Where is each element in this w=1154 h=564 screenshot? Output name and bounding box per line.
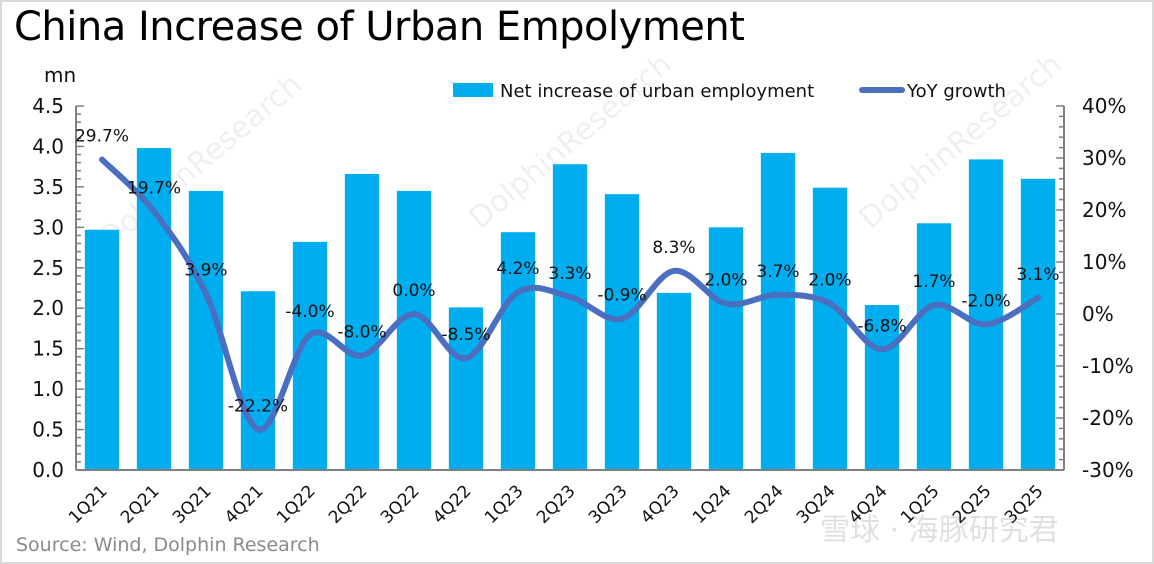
- x-tick-label: 4Q22: [429, 481, 476, 528]
- x-tick-label: 2Q23: [533, 481, 580, 528]
- bar-4Q21: [240, 291, 276, 470]
- x-tick-label: 2Q24: [741, 481, 788, 528]
- corner-watermark: 雪球 · 海豚研究君: [820, 513, 1059, 548]
- yoy-growth-line: [99, 156, 1041, 433]
- y-tick-label: 2.5: [32, 256, 64, 280]
- axes: 0.0 0.5 1.0 1.5 2.0 2.5 3.0 3.5 4.0 4.5 -30% -20% -1…: [32, 94, 1133, 482]
- yoy-label-1Q21: 29.7%: [75, 127, 129, 147]
- yoy-label-4Q22: -8.5%: [441, 325, 490, 345]
- x-tick-label: 4Q21: [221, 481, 268, 528]
- yoy-label-2Q21: 19.7%: [127, 179, 181, 199]
- bar-3Q23: [604, 194, 640, 470]
- y-right-tick-label: -30%: [1082, 458, 1134, 482]
- y-tick-label: 0.0: [32, 458, 64, 482]
- yoy-label-3Q25: 3.1%: [1016, 265, 1059, 285]
- y-right-tick-label: 10%: [1082, 250, 1126, 274]
- bar-3Q25: [1020, 178, 1056, 471]
- bar-3Q22: [396, 190, 432, 470]
- yoy-label-2Q22: -8.0%: [337, 323, 386, 343]
- y-tick-label: 1.5: [32, 337, 64, 361]
- x-tick-label: 2Q21: [117, 481, 164, 528]
- y-right-tick-label: -10%: [1082, 354, 1134, 378]
- bar-4Q23: [656, 292, 692, 470]
- bar-2Q23: [552, 164, 588, 471]
- bar-2Q22: [344, 173, 380, 471]
- x-tick-label: 1Q21: [65, 481, 112, 528]
- x-tick-label: 3Q23: [585, 481, 632, 528]
- yoy-label-4Q23: 8.3%: [652, 238, 695, 258]
- y-right-tick-label: 30%: [1082, 146, 1126, 170]
- y-tick-label: 0.5: [32, 418, 64, 442]
- yoy-label-4Q21: -22.2%: [228, 396, 288, 416]
- bar-1Q21: [84, 229, 120, 470]
- x-tick-label: 3Q21: [169, 481, 216, 528]
- yoy-label-3Q24: 2.0%: [808, 271, 851, 291]
- bar-series: [84, 148, 1056, 471]
- line-series: [99, 156, 1041, 433]
- bar-4Q22: [448, 307, 484, 470]
- yoy-label-2Q24: 3.7%: [756, 262, 799, 282]
- legend-bar-swatch: [453, 83, 493, 97]
- y-tick-label: 3.5: [32, 175, 64, 199]
- bar-2Q25: [968, 159, 1004, 471]
- y-tick-label: 4.5: [32, 94, 64, 118]
- legend-line-label: YoY growth: [906, 81, 1006, 102]
- y-right-tick-label: 20%: [1082, 198, 1126, 222]
- bar-1Q23: [500, 232, 536, 470]
- y-right-tick-label: 40%: [1082, 94, 1126, 118]
- bar-4Q24: [864, 304, 900, 470]
- y-tick-label: 2.0: [32, 296, 64, 320]
- x-tick-label: 1Q24: [689, 481, 736, 528]
- legend: Net increase of urban employment YoY gro…: [453, 81, 1006, 102]
- chart-title: China Increase of Urban Empolyment: [14, 4, 745, 50]
- yoy-label-1Q23: 4.2%: [496, 259, 539, 279]
- yoy-label-1Q22: -4.0%: [285, 302, 334, 322]
- yoy-label-3Q23: -0.9%: [597, 286, 646, 306]
- yoy-label-3Q22: 0.0%: [392, 281, 435, 301]
- y-tick-label: 1.0: [32, 377, 64, 401]
- bar-2Q24: [760, 152, 796, 470]
- bar-1Q25: [916, 223, 952, 470]
- x-tick-label: 3Q22: [377, 481, 424, 528]
- x-tick-label: 1Q23: [481, 481, 528, 528]
- y-tick-label: 4.0: [32, 134, 64, 158]
- source-note: Source: Wind, Dolphin Research: [16, 534, 320, 556]
- data-labels: 29.7% 19.7% 3.9% -22.2% -4.0%-8.0% 0.0% -8.5% 4…: [75, 127, 1060, 417]
- yoy-label-3Q21: 3.9%: [184, 261, 227, 281]
- x-tick-label: 1Q22: [273, 481, 320, 528]
- yoy-label-1Q25: 1.7%: [912, 272, 955, 292]
- y-right-tick-label: 0%: [1082, 302, 1114, 326]
- legend-bar-label: Net increase of urban employment: [500, 81, 814, 102]
- bar-3Q24: [812, 187, 848, 470]
- yoy-label-4Q24: -6.8%: [857, 316, 906, 336]
- bar-1Q24: [708, 227, 744, 470]
- yoy-label-2Q25: -2.0%: [961, 291, 1010, 311]
- y-tick-label: 3.0: [32, 215, 64, 239]
- x-tick-label: 2Q22: [325, 481, 372, 528]
- x-tick-label: 4Q23: [637, 481, 684, 528]
- yoy-label-1Q24: 2.0%: [704, 271, 747, 291]
- y-axis-unit: mn: [44, 63, 76, 87]
- y-right-tick-label: -20%: [1082, 406, 1134, 430]
- yoy-label-2Q23: 3.3%: [548, 264, 591, 284]
